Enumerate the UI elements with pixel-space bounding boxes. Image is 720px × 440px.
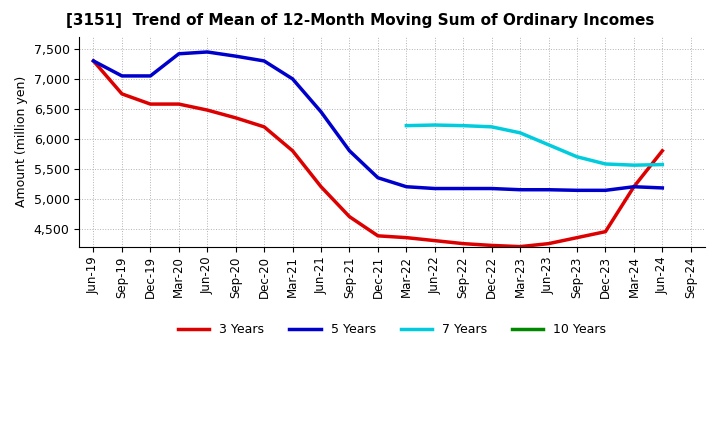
5 Years xyxy=(601,188,610,193)
7 Years xyxy=(544,142,553,147)
5 Years xyxy=(345,148,354,154)
7 Years xyxy=(431,122,439,128)
5 Years xyxy=(117,73,126,79)
3 Years xyxy=(174,102,183,107)
7 Years xyxy=(459,123,467,128)
3 Years xyxy=(459,241,467,246)
3 Years xyxy=(516,244,524,249)
3 Years xyxy=(345,214,354,219)
3 Years xyxy=(431,238,439,243)
Line: 5 Years: 5 Years xyxy=(94,52,662,191)
5 Years xyxy=(203,49,212,55)
5 Years xyxy=(288,76,297,81)
3 Years xyxy=(288,148,297,154)
5 Years xyxy=(317,109,325,114)
3 Years xyxy=(658,148,667,154)
5 Years xyxy=(572,188,581,193)
5 Years xyxy=(89,59,98,64)
7 Years xyxy=(402,123,410,128)
7 Years xyxy=(487,124,496,129)
3 Years xyxy=(572,235,581,240)
Text: [3151]  Trend of Mean of 12-Month Moving Sum of Ordinary Incomes: [3151] Trend of Mean of 12-Month Moving … xyxy=(66,13,654,28)
Line: 7 Years: 7 Years xyxy=(406,125,662,165)
3 Years xyxy=(629,184,638,189)
3 Years xyxy=(487,243,496,248)
3 Years xyxy=(260,124,269,129)
7 Years xyxy=(658,162,667,167)
3 Years xyxy=(317,184,325,189)
5 Years xyxy=(487,186,496,191)
3 Years xyxy=(89,59,98,64)
3 Years xyxy=(117,91,126,96)
Y-axis label: Amount (million yen): Amount (million yen) xyxy=(15,76,28,207)
5 Years xyxy=(402,184,410,189)
5 Years xyxy=(146,73,155,79)
5 Years xyxy=(260,59,269,64)
3 Years xyxy=(203,107,212,113)
Line: 3 Years: 3 Years xyxy=(94,61,662,247)
7 Years xyxy=(516,130,524,136)
3 Years xyxy=(544,241,553,246)
5 Years xyxy=(374,175,382,180)
5 Years xyxy=(431,186,439,191)
3 Years xyxy=(374,233,382,238)
5 Years xyxy=(544,187,553,192)
5 Years xyxy=(459,186,467,191)
7 Years xyxy=(572,154,581,159)
5 Years xyxy=(516,187,524,192)
3 Years xyxy=(146,102,155,107)
Legend: 3 Years, 5 Years, 7 Years, 10 Years: 3 Years, 5 Years, 7 Years, 10 Years xyxy=(173,318,611,341)
5 Years xyxy=(231,54,240,59)
5 Years xyxy=(629,184,638,189)
7 Years xyxy=(601,161,610,167)
3 Years xyxy=(601,229,610,234)
7 Years xyxy=(629,162,638,168)
3 Years xyxy=(231,115,240,121)
5 Years xyxy=(658,185,667,191)
3 Years xyxy=(402,235,410,240)
5 Years xyxy=(174,51,183,56)
